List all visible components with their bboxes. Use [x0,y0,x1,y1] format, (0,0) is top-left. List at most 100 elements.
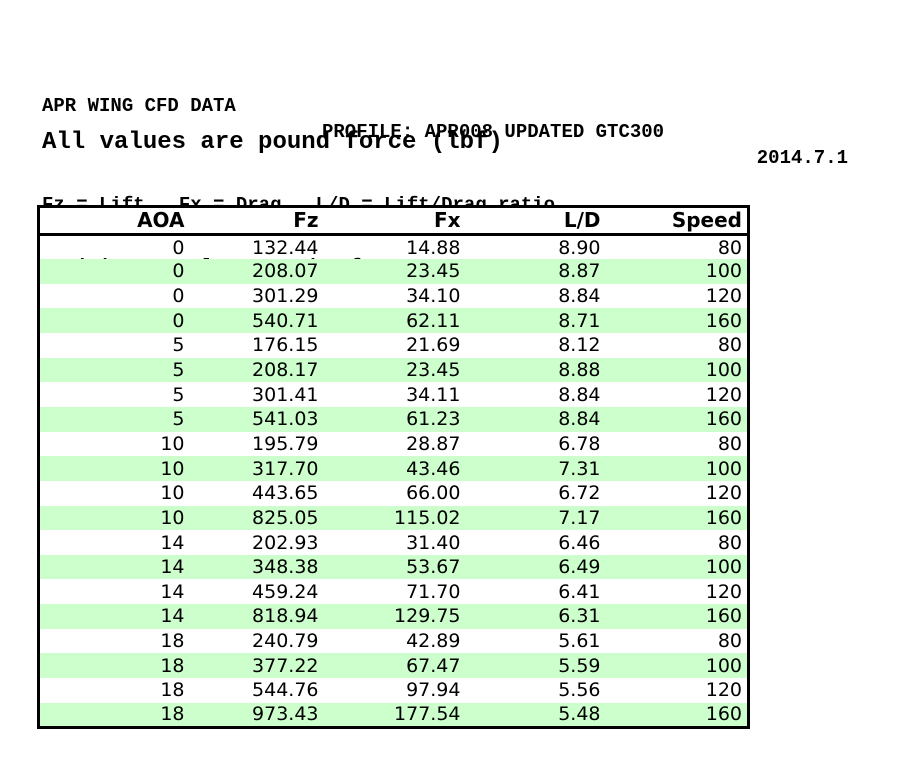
version-date: 2014.7.1 [756,147,848,169]
table-cell: 132.44 [252,236,319,259]
table-cell: 973.43 [252,703,319,726]
table-cell: 0 [172,260,185,283]
table-cell: 377.22 [252,654,319,677]
table-cell: 10 [160,457,185,480]
table-cell: 10 [160,432,185,455]
table-cell: 825.05 [252,506,319,529]
column-header-aoa: AOA [38,206,190,236]
table-cell: 120 [705,482,742,505]
table-cell: 120 [705,580,742,603]
table-cell: 10 [160,482,185,505]
table-cell: 18 [160,630,185,653]
table-row: 14 202.93 31.40 6.46 80 [39,530,749,555]
table-cell: 160 [705,605,742,628]
table-cell: 8.90 [558,236,601,259]
table-row: 18 544.76 97.94 5.56 120 [39,678,749,703]
table-cell: 80 [717,236,742,259]
table-cell: 14 [160,531,185,554]
table-row: 5 301.41 34.11 8.84 120 [39,382,749,407]
table-cell: 202.93 [252,531,319,554]
table-cell: 818.94 [252,605,319,628]
table-cell: 348.38 [252,556,319,579]
table-cell: 6.78 [558,432,601,455]
table-cell: 66.00 [406,482,461,505]
table-body: 0 132.44 14.88 8.90 80 0 208.07 23.45 8.87 100 0 30… [38,235,749,728]
table-cell: 208.17 [252,359,319,382]
table-cell: 53.67 [406,556,461,579]
table-cell: 160 [705,703,742,726]
column-header-speed: Speed [605,206,749,236]
column-header-ld: L/D [465,206,606,236]
table-cell: 6.72 [558,482,601,505]
table-cell: 120 [705,679,742,702]
table-cell: 540.71 [252,309,319,332]
table-cell: 8.84 [558,408,601,431]
table-cell: 195.79 [252,432,319,455]
table-cell: 0 [172,285,185,308]
table-cell: 8.12 [558,334,601,357]
table-cell: 5 [172,383,185,406]
table-cell: 208.07 [252,260,319,283]
table-cell: 301.29 [252,285,319,308]
table-cell: 0 [172,309,185,332]
table-cell: 97.94 [406,679,461,702]
downforce-note: Positive Fz values are downforce [42,256,407,278]
table-cell: 317.70 [252,457,319,480]
column-header-fx: Fx [323,206,466,236]
table-cell: 6.41 [558,580,601,603]
table-cell: 5.61 [558,630,601,653]
table-header: AOA Fz Fx L/D Speed [38,206,749,236]
table-cell: 6.46 [558,531,601,554]
table-cell: 21.69 [406,334,461,357]
table-cell: 100 [705,260,742,283]
table-cell: 14 [160,605,185,628]
table-cell: 18 [160,679,185,702]
table-row: 18 973.43 177.54 5.48 160 [38,702,749,728]
table-cell: 8.87 [558,260,601,283]
table-cell: 67.47 [406,654,461,677]
table-cell: 8.84 [558,383,601,406]
table-cell: 120 [705,383,742,406]
table-cell: 18 [160,703,185,726]
table-row: 10 195.79 28.87 6.78 80 [39,432,749,457]
table-row: 14 818.94 129.75 6.31 160 [38,604,749,629]
table-cell: 80 [717,630,742,653]
table-cell: 176.15 [252,334,319,357]
table-cell: 5.48 [558,703,601,726]
profile-label: PROFILE: APR008 UPDATED GTC300 [322,121,665,143]
table-cell: 459.24 [252,580,319,603]
table-cell: 80 [717,531,742,554]
table-cell: 14 [160,580,185,603]
table-row: 10 317.70 43.46 7.31 100 [38,456,749,481]
table-cell: 31.40 [406,531,461,554]
table-cell: 115.02 [394,506,461,529]
table-cell: 5.59 [558,654,601,677]
table-cell: 100 [705,457,742,480]
table-cell: 28.87 [406,432,461,455]
table-row: 14 459.24 71.70 6.41 120 [39,579,749,604]
table-cell: 5 [172,334,185,357]
table-cell: 80 [717,432,742,455]
table-cell: 240.79 [252,630,319,653]
table-cell: 5 [172,359,185,382]
table-cell: 34.11 [406,383,461,406]
table-cell: 5.56 [558,679,601,702]
table-cell: 8.84 [558,285,601,308]
table-cell: 62.11 [406,309,461,332]
table-cell: 43.46 [406,457,461,480]
table-cell: 80 [717,334,742,357]
cfd-data-table: AOA Fz Fx L/D Speed 0 132.44 14.88 8.90 80 0 2… [37,205,750,729]
table-cell: 100 [705,556,742,579]
table-cell: 6.49 [558,556,601,579]
table-cell: 34.10 [406,285,461,308]
table-row: 0 540.71 62.11 8.71 160 [38,308,749,334]
table-cell: 301.41 [252,383,319,406]
table-cell: 23.45 [406,260,461,283]
column-header-fz: Fz [189,206,324,236]
table-row: 0 132.44 14.88 8.90 80 [39,235,749,260]
table-row: 10 443.65 66.00 6.72 120 [39,481,749,506]
table-row: 0 208.07 23.45 8.87 100 [38,259,749,284]
table-cell: 120 [705,285,742,308]
table-cell: 443.65 [252,482,319,505]
